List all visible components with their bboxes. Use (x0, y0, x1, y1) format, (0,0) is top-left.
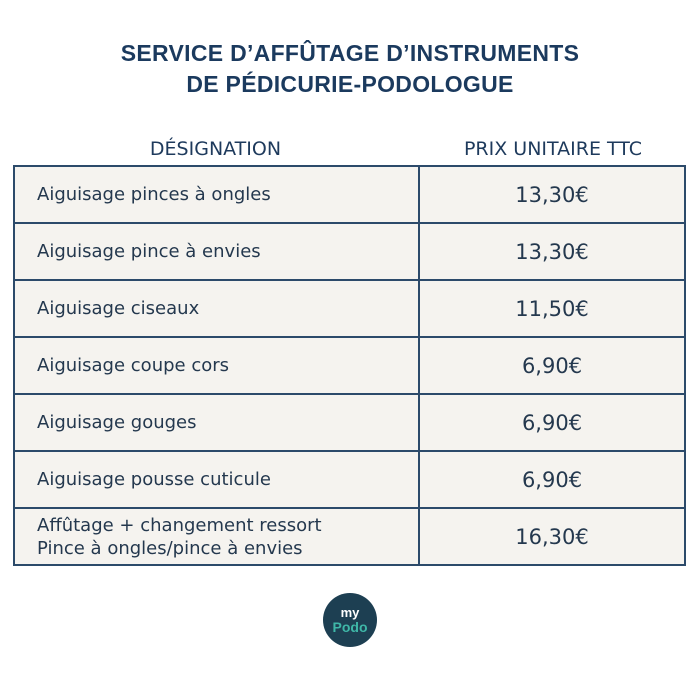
table-row: Aiguisage ciseaux 11,50€ (15, 279, 684, 336)
table-row: Aiguisage pinces à ongles 13,30€ (15, 167, 684, 222)
column-header: PRIX UNITAIRE TTC (463, 138, 643, 160)
title-line: DE PÉDICURIE-PODOLOGUE (186, 71, 514, 97)
designation-text: Aiguisage ciseaux (37, 298, 200, 319)
price-cell: 11,50€ (515, 296, 589, 321)
logo-text: Podo (332, 618, 368, 635)
designation-text: Aiguisage gouges (37, 412, 197, 433)
table-row: Aiguisage gouges 6,90€ (15, 393, 684, 450)
price-cell: 13,30€ (515, 239, 589, 264)
designation-cell: Aiguisage gouges (15, 395, 420, 450)
table-row: Aiguisage pince à envies 13,30€ (15, 222, 684, 279)
designation-cell: Affûtage + changement ressort Pince à ong… (15, 509, 420, 564)
price-cell: 16,30€ (515, 524, 589, 549)
designation-cell: Aiguisage pousse cuticule (15, 452, 420, 507)
designation-text: Aiguisage pince à envies (37, 241, 261, 262)
designation-cell: Aiguisage coupe cors (15, 338, 420, 393)
price-table: Aiguisage pinces à ongles 13,30€ Aiguisage… (13, 165, 686, 566)
price-cell: 6,90€ (521, 353, 583, 378)
price-cell: 6,90€ (521, 467, 583, 492)
designation-cell: Aiguisage pinces à ongles (15, 167, 420, 222)
title: SERVICE D’AFFÛTAGE D’INSTRUMENTS DE PÉDI… (0, 38, 700, 100)
designation-text: Affûtage + changement ressort (37, 514, 322, 536)
logo: my Podo (323, 593, 377, 647)
table-row: Aiguisage pousse cuticule 6,90€ (15, 450, 684, 507)
designation-text: Aiguisage coupe cors (37, 355, 230, 376)
column-header: DÉSIGNATION (149, 138, 282, 160)
designation-text: Aiguisage pinces à ongles (37, 184, 271, 205)
price-cell: 6,90€ (521, 410, 583, 435)
table-row: Aiguisage coupe cors 6,90€ (15, 336, 684, 393)
table-row: Affûtage + changement ressort Pince à ong… (15, 507, 684, 564)
designation-text: Pince à ongles/pince à envies (37, 537, 303, 559)
designation-cell: Aiguisage ciseaux (15, 281, 420, 336)
designation-cell: Aiguisage pince à envies (15, 224, 420, 279)
logo-text: my (340, 604, 360, 620)
price-cell: 13,30€ (515, 182, 589, 207)
designation-text: Aiguisage pousse cuticule (37, 469, 271, 490)
title-line: SERVICE D’AFFÛTAGE D’INSTRUMENTS (120, 40, 580, 66)
